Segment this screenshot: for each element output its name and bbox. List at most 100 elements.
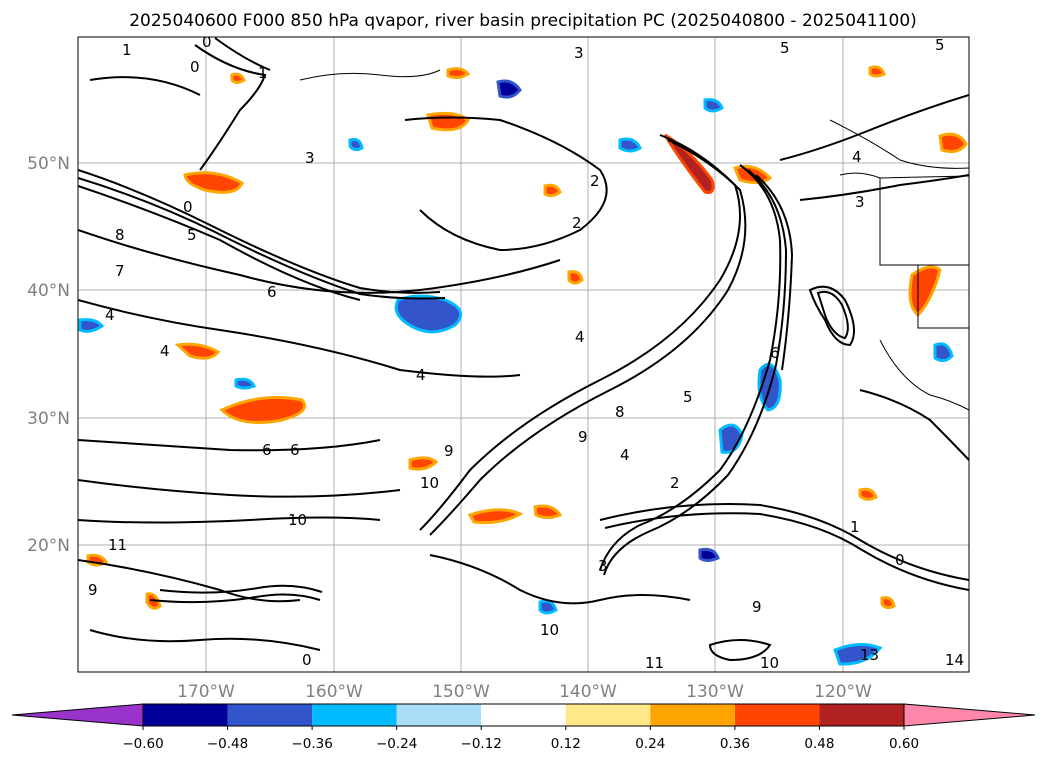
colorbar-extend-low <box>11 703 144 727</box>
contour-label: 10 <box>288 511 307 529</box>
colorbar-segment <box>227 704 313 726</box>
pc-positive-patch <box>868 65 886 78</box>
contour-labels: 1 0 0 1 3 5 5 3 4 3 2 2 0 8 7 6 5 4 4 4 <box>88 33 964 672</box>
contour-label: 0 <box>302 651 312 669</box>
colorbar-tick-label: 0.12 <box>551 736 581 752</box>
contour-label: 10 <box>420 474 439 492</box>
contour-label: 1 <box>258 64 268 82</box>
contour-label: 0 <box>202 33 212 51</box>
contour-label: 11 <box>108 536 127 554</box>
contour-label: 7 <box>115 262 125 280</box>
colorbar-tick-label: 0.24 <box>635 736 665 752</box>
lon-label: 170°W <box>177 682 235 702</box>
contour-label: 5 <box>780 39 790 57</box>
contour-label: 6 <box>262 441 272 459</box>
colorbar: −0.60 −0.48 −0.36 −0.24 −0.12 0.12 0.24 0.36 0.4… <box>11 703 1036 752</box>
pc-positive-patch <box>446 67 471 80</box>
pc-negative-patch <box>348 137 364 152</box>
colorbar-segment <box>143 704 228 726</box>
contour-label: 4 <box>160 342 170 360</box>
colorbar-tick-label: 0.48 <box>804 736 834 752</box>
contour-label: 6 <box>770 344 780 362</box>
contour-label: 8 <box>615 403 625 421</box>
contour-label: 13 <box>860 646 879 664</box>
pc-negative-patch <box>234 377 257 390</box>
contour-label: 5 <box>683 388 693 406</box>
lon-label: 120°W <box>814 682 872 702</box>
map-title: 2025040600 F000 850 hPa qvapor, river ba… <box>129 11 917 31</box>
map-panel: 1 0 0 1 3 5 5 3 4 3 2 2 0 8 7 6 5 4 4 4 <box>77 33 970 673</box>
contour-label: 3 <box>574 44 584 62</box>
contour-label: 9 <box>88 581 98 599</box>
colorbar-tick-label: −0.48 <box>207 736 248 752</box>
pc-positive-patch <box>880 596 896 610</box>
contour-label: 5 <box>187 226 197 244</box>
contour-label: 3 <box>598 557 608 575</box>
pc-negative-patch <box>78 318 105 333</box>
colorbar-tick-label: −0.12 <box>461 736 502 752</box>
map-background <box>78 37 969 672</box>
colorbar-tick-label: 0.60 <box>889 736 919 752</box>
colorbar-frame <box>142 703 905 727</box>
contour-label: 2 <box>590 172 600 190</box>
contour-label: 10 <box>540 621 559 639</box>
contour-label: 10 <box>760 654 779 672</box>
pc-negative-patch <box>703 98 724 113</box>
colorbar-tick-label: −0.24 <box>376 736 417 752</box>
pc-positive-patch <box>467 508 524 525</box>
colorbar-tick-label: 0.36 <box>720 736 750 752</box>
colorbar-segment <box>481 704 566 726</box>
contour-label: 3 <box>855 193 865 211</box>
contour-label: 0 <box>190 58 200 76</box>
pc-positive-patch <box>567 270 584 285</box>
pc-positive-patch <box>408 456 439 471</box>
colorbar-tick-label: −0.60 <box>122 736 163 752</box>
contour-label: 1 <box>850 518 860 536</box>
pc-positive-patch <box>533 504 563 519</box>
pc-positive-patch <box>183 171 244 194</box>
contour-label: 2 <box>572 214 582 232</box>
lat-label: 50°N <box>27 154 70 174</box>
pc-negative-patch <box>394 294 463 334</box>
contour-label: 4 <box>575 328 585 346</box>
pc-negative-patch <box>496 79 522 99</box>
pc-positive-patch <box>663 133 715 194</box>
pc-positive-patch <box>426 111 470 132</box>
lon-label: 160°W <box>305 682 363 702</box>
contour-label: 6 <box>290 441 300 459</box>
contour-label: 4 <box>105 306 115 324</box>
latitude-labels: 50°N 40°N 30°N 20°N <box>27 154 70 556</box>
contour-label: 9 <box>578 428 588 446</box>
map-frame <box>77 36 970 673</box>
contour-label: 3 <box>305 149 315 167</box>
lon-label: 150°W <box>432 682 490 702</box>
colorbar-segment <box>312 704 397 726</box>
contour-label: 6 <box>267 283 277 301</box>
contour-label: 11 <box>645 654 664 672</box>
pc-negative-patch <box>698 547 720 562</box>
colorbar-segment <box>565 704 651 726</box>
contour-label: 0 <box>895 551 905 569</box>
colorbar-segment <box>396 704 482 726</box>
contour-label: 4 <box>416 366 426 384</box>
lon-label: 130°W <box>686 682 744 702</box>
lat-label: 30°N <box>27 409 70 429</box>
colorbar-extend-high <box>903 703 1036 727</box>
contour-label: 5 <box>935 36 945 54</box>
longitude-labels: 170°W 160°W 150°W 140°W 130°W 120°W <box>177 682 872 702</box>
pc-positive-patch <box>174 342 221 360</box>
pc-positive-patch <box>219 396 306 424</box>
pc-positive-patch <box>858 487 878 501</box>
pc-negative-patch <box>618 137 642 153</box>
pc-positive-patch <box>230 72 246 84</box>
qvapor-contours <box>78 37 969 662</box>
contour-label: 9 <box>444 442 454 460</box>
lat-label: 40°N <box>27 281 70 301</box>
pc-negative-patch <box>933 342 954 363</box>
contour-label: 14 <box>945 651 964 669</box>
contour-label: 8 <box>115 226 125 244</box>
pc-negative-patch <box>833 643 883 666</box>
contour-label: 1 <box>122 41 132 59</box>
colorbar-segment <box>650 704 735 726</box>
